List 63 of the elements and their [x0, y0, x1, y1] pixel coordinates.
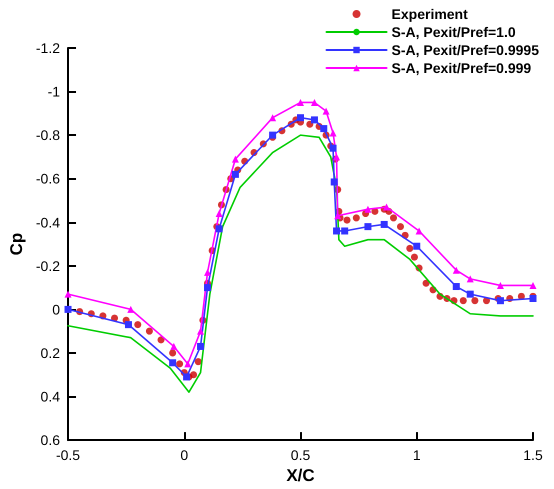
legend-label: Experiment — [392, 6, 468, 22]
point — [333, 227, 340, 234]
point — [530, 282, 536, 289]
y-tick-label: -0.4 — [36, 214, 60, 230]
point — [320, 125, 328, 132]
x-tick-label: 1.5 — [523, 447, 543, 464]
legend-label: S-A, Pexit/Pref=0.999 — [392, 60, 532, 76]
point — [216, 225, 223, 232]
point — [380, 220, 388, 228]
y-tick-label: -1 — [48, 84, 60, 100]
point — [322, 108, 330, 115]
point — [197, 328, 204, 335]
point — [197, 342, 204, 350]
point — [64, 290, 72, 298]
point — [466, 290, 474, 298]
point — [496, 282, 504, 289]
point — [330, 178, 338, 186]
point — [127, 306, 134, 313]
point — [216, 210, 223, 218]
point — [364, 206, 372, 213]
point — [466, 275, 474, 282]
point — [452, 283, 460, 290]
y-tick-label: -1.2 — [36, 40, 60, 56]
point — [530, 295, 536, 302]
point — [496, 297, 504, 304]
point — [297, 98, 304, 106]
y-tick-label: 0.4 — [40, 388, 60, 405]
y-tick-label: -0.2 — [36, 258, 60, 274]
point — [310, 98, 318, 106]
point — [333, 153, 340, 160]
point — [124, 321, 132, 328]
point — [330, 129, 337, 136]
point — [169, 359, 176, 366]
point — [204, 268, 212, 276]
y-tick-label: 0 — [52, 301, 60, 318]
point — [364, 223, 372, 230]
y-axis-title: Cp — [7, 232, 26, 256]
x-tick-label: -0.5 — [56, 447, 80, 464]
point — [341, 227, 348, 234]
point — [330, 144, 337, 152]
y-tick-label: -0.8 — [36, 127, 60, 144]
x-tick-label: 1 — [412, 447, 421, 464]
x-tick-label: 0 — [180, 447, 188, 464]
x-axis-title: X/C — [286, 466, 315, 485]
point — [413, 242, 420, 250]
legend-label: S-A, Pexit/Pref=1.0 — [392, 24, 516, 40]
point — [334, 212, 342, 220]
legend-label: S-A, Pexit/Pref=0.9995 — [392, 42, 540, 58]
point — [184, 360, 192, 368]
x-tick-label: 0.5 — [290, 447, 310, 464]
point — [452, 266, 460, 274]
y-tick-label: -0.6 — [36, 170, 60, 187]
y-tick-label: 0.2 — [40, 344, 60, 361]
point — [170, 342, 178, 350]
point — [232, 170, 239, 178]
point — [269, 114, 276, 122]
point — [310, 116, 318, 124]
point — [383, 204, 390, 211]
point — [416, 227, 423, 234]
point — [232, 156, 239, 163]
y-tick-label: 0.6 — [40, 432, 60, 448]
point — [297, 114, 304, 122]
point — [204, 284, 212, 292]
